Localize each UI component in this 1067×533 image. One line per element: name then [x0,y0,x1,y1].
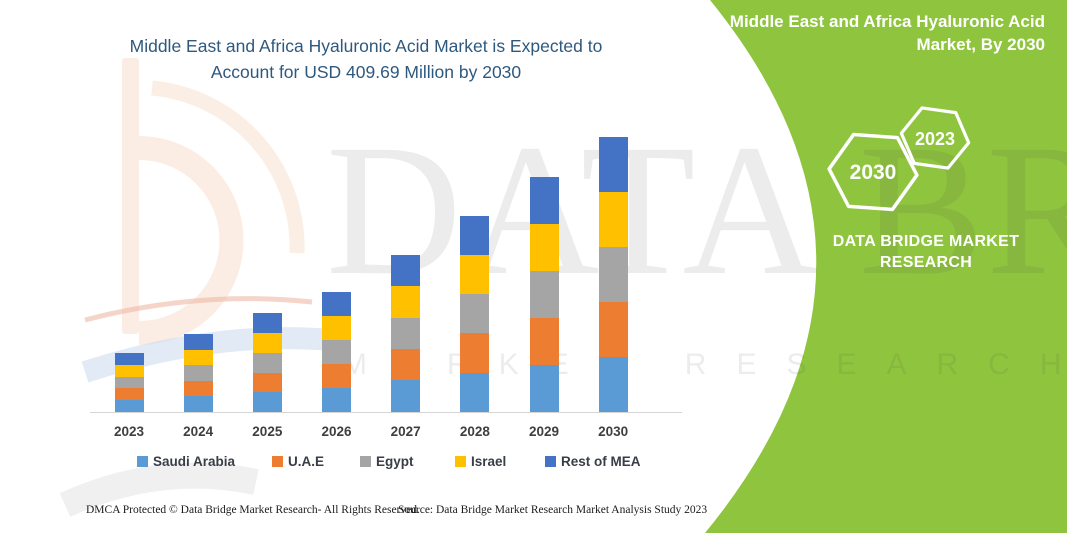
bar-segment-saudi-arabia-2024 [183,396,213,412]
bar-segment-u-a-e-2026 [322,364,351,389]
bar-segment-egypt-2026 [322,340,351,365]
logo-gray-swoosh-shape [59,462,259,517]
x-axis-label-2023: 2023 [113,424,145,439]
x-axis-label-2027: 2027 [390,424,421,439]
side-panel-title-line2: Market, By 2030 [916,35,1045,54]
bar-segment-rest-of-mea-2028 [460,215,490,255]
bar-segment-rest-of-mea-2024 [183,334,213,350]
bar-segment-saudi-arabia-2023 [114,400,144,412]
bar-segment-israel-2025 [252,333,282,353]
bar-segment-saudi-arabia-2029 [529,364,559,412]
legend-label-israel: Israel [471,454,507,469]
bar-segment-u-a-e-2027 [391,349,421,381]
x-axis-label-2024: 2024 [183,424,214,439]
x-axis-label-2026: 2026 [321,424,352,439]
bar-segment-egypt-2024 [183,365,213,381]
legend-item-israel: Israel [455,454,506,469]
bar-segment-rest-of-mea-2027 [391,254,421,287]
bar-segment-saudi-arabia-2030 [598,356,628,412]
bar-segment-egypt-2025 [252,352,282,373]
bar-segment-rest-of-mea-2026 [322,292,351,317]
side-panel-title-line1: Middle East and Africa Hyaluronic Acid [729,12,1045,31]
bar-segment-egypt-2028 [460,294,490,334]
x-axis-label-2025: 2025 [252,424,283,439]
bar-segment-israel-2024 [183,349,213,366]
bar-segment-saudi-arabia-2027 [391,380,421,412]
bar-segment-israel-2029 [529,223,559,271]
bar-segment-saudi-arabia-2025 [252,392,282,412]
bar-segment-saudi-arabia-2026 [322,388,351,412]
bar-segment-u-a-e-2029 [529,317,559,365]
logo-bridge-arc-shape [151,80,305,254]
bar-segment-u-a-e-2025 [252,372,282,393]
logo-bowl-shape [138,136,244,345]
legend-label-saudi-arabia: Saudi Arabia [153,454,236,469]
x-axis-label-2028: 2028 [459,424,490,439]
bar-2029 [529,176,559,412]
x-axis-line [90,412,682,413]
bar-segment-u-a-e-2028 [460,333,490,373]
bar-segment-israel-2030 [598,191,628,247]
bar-segment-u-a-e-2023 [114,388,144,401]
chart-title: Middle East and Africa Hyaluronic Acid M… [85,33,647,85]
legend-swatch-israel [455,456,466,467]
legend-item-rest-of-mea: Rest of MEA [545,454,641,469]
bar-segment-egypt-2030 [598,246,628,302]
legend-label-u-a-e: U.A.E [288,454,325,469]
side-panel-title: Middle East and Africa Hyaluronic Acid M… [705,10,1045,56]
bar-2025 [252,313,282,412]
legend-item-u-a-e: U.A.E [272,454,324,469]
legend-label-egypt: Egypt [376,454,414,469]
legend-item-egypt: Egypt [360,454,414,469]
hexagon-2030-label: 2030 [850,161,897,184]
legend-swatch-saudi-arabia [137,456,148,467]
x-axis-label-2030: 2030 [598,424,629,439]
bar-segment-egypt-2023 [114,376,144,389]
logo-red-arc-shape [84,296,313,323]
bar-2026 [322,292,351,412]
bar-segment-egypt-2029 [529,270,559,318]
legend-label-rest-of-mea: Rest of MEA [561,454,641,469]
bar-segment-israel-2023 [114,364,144,377]
bar-segment-rest-of-mea-2030 [598,137,628,192]
bar-segment-u-a-e-2030 [598,301,628,357]
bar-segment-egypt-2027 [391,317,421,349]
bar-2028 [460,215,490,412]
bar-segment-rest-of-mea-2029 [529,176,559,224]
side-panel-brand: DATA BRIDGE MARKET RESEARCH [806,231,1046,273]
watermark-brand-text: DATA BRIDGE [326,105,1067,314]
bar-segment-u-a-e-2024 [183,380,213,397]
legend-item-saudi-arabia: Saudi Arabia [137,454,235,469]
side-panel-brand-line1: DATA BRIDGE MARKET [832,233,1020,250]
footer-dmca: DMCA Protected © Data Bridge Market Rese… [86,504,420,516]
bar-2023 [114,353,144,412]
bar-segment-israel-2028 [460,254,490,295]
bar-segment-rest-of-mea-2023 [114,353,144,365]
side-panel-brand-line2: RESEARCH [879,254,973,271]
bar-segment-rest-of-mea-2025 [252,313,282,334]
legend-swatch-rest-of-mea [545,456,556,467]
chart-title-line2: Account for USD 409.69 Million by 2030 [210,62,522,82]
hexagon-2023-icon [899,106,971,170]
logo-stem-shape [122,58,139,334]
chart-title-line1: Middle East and Africa Hyaluronic Acid M… [129,36,603,56]
x-axis-label-2029: 2029 [528,424,560,439]
bar-2027 [391,254,421,412]
bar-segment-israel-2026 [322,316,351,341]
bar-2024 [183,334,213,412]
hexagon-2030-icon [827,132,919,212]
bar-segment-israel-2027 [391,286,421,318]
bar-2030 [598,137,628,412]
hexagon-2023-label: 2023 [915,129,955,149]
legend-swatch-u-a-e [272,456,283,467]
bar-segment-saudi-arabia-2028 [460,372,490,412]
legend-swatch-egypt [360,456,371,467]
footer-source: Source: Data Bridge Market Research Mark… [398,504,708,516]
